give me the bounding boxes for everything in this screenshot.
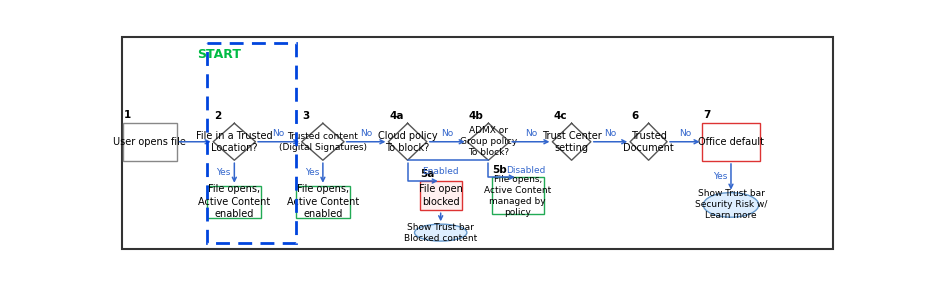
Text: Cloud policy
To block?: Cloud policy To block?: [377, 130, 437, 153]
Polygon shape: [389, 123, 427, 160]
Text: 4c: 4c: [553, 111, 567, 121]
Text: No: No: [678, 129, 691, 138]
Text: 4a: 4a: [389, 111, 404, 121]
Ellipse shape: [704, 192, 759, 217]
Text: Show Trust bar
Blocked content: Show Trust bar Blocked content: [404, 222, 477, 243]
Text: Trusted content
(Digital Signatures): Trusted content (Digital Signatures): [279, 132, 367, 152]
Text: File opens,
Active Content
enabled: File opens, Active Content enabled: [199, 185, 270, 219]
Text: File opens,
Active Content
enabled: File opens, Active Content enabled: [287, 185, 359, 219]
Text: User opens file: User opens file: [113, 137, 186, 147]
Text: 7: 7: [703, 110, 710, 120]
Polygon shape: [213, 123, 255, 160]
FancyBboxPatch shape: [123, 123, 176, 161]
Text: No: No: [272, 129, 285, 138]
Text: 4b: 4b: [468, 111, 483, 121]
Text: Trust Center
setting: Trust Center setting: [541, 130, 601, 153]
FancyBboxPatch shape: [296, 186, 350, 218]
FancyBboxPatch shape: [702, 123, 760, 161]
Text: No: No: [525, 129, 537, 138]
Text: Yes: Yes: [713, 172, 727, 181]
Text: Yes: Yes: [216, 168, 230, 177]
Text: Trusted
Document: Trusted Document: [624, 130, 674, 153]
Text: File in a Trusted
Location?: File in a Trusted Location?: [196, 130, 273, 153]
Text: Show Trust bar
Security Risk w/
Learn more: Show Trust bar Security Risk w/ Learn mo…: [694, 189, 767, 220]
Text: 3: 3: [303, 111, 309, 121]
Polygon shape: [630, 123, 667, 160]
FancyBboxPatch shape: [419, 181, 462, 210]
Text: 6: 6: [631, 111, 638, 121]
Text: ADMX or
Group policy
To block?: ADMX or Group policy To block?: [459, 126, 517, 157]
Text: Office default: Office default: [698, 137, 764, 147]
Text: No: No: [441, 129, 453, 138]
Text: File open
blocked: File open blocked: [418, 185, 462, 207]
Text: START: START: [197, 48, 241, 61]
FancyBboxPatch shape: [208, 186, 261, 218]
Text: No: No: [604, 129, 617, 138]
FancyBboxPatch shape: [122, 37, 833, 249]
Text: Enabled: Enabled: [422, 168, 459, 176]
FancyBboxPatch shape: [491, 177, 544, 214]
Text: File opens,
Active Content
managed by
policy: File opens, Active Content managed by po…: [484, 175, 552, 217]
Text: No: No: [360, 129, 372, 138]
Text: 5b: 5b: [492, 165, 507, 175]
Text: Yes: Yes: [305, 168, 319, 177]
Text: 5a: 5a: [420, 169, 434, 179]
Text: 2: 2: [214, 111, 221, 121]
Text: 1: 1: [123, 110, 130, 120]
Polygon shape: [467, 123, 510, 160]
Polygon shape: [553, 123, 591, 160]
Polygon shape: [302, 123, 344, 160]
Ellipse shape: [415, 224, 467, 241]
Text: Disabled: Disabled: [506, 166, 545, 175]
